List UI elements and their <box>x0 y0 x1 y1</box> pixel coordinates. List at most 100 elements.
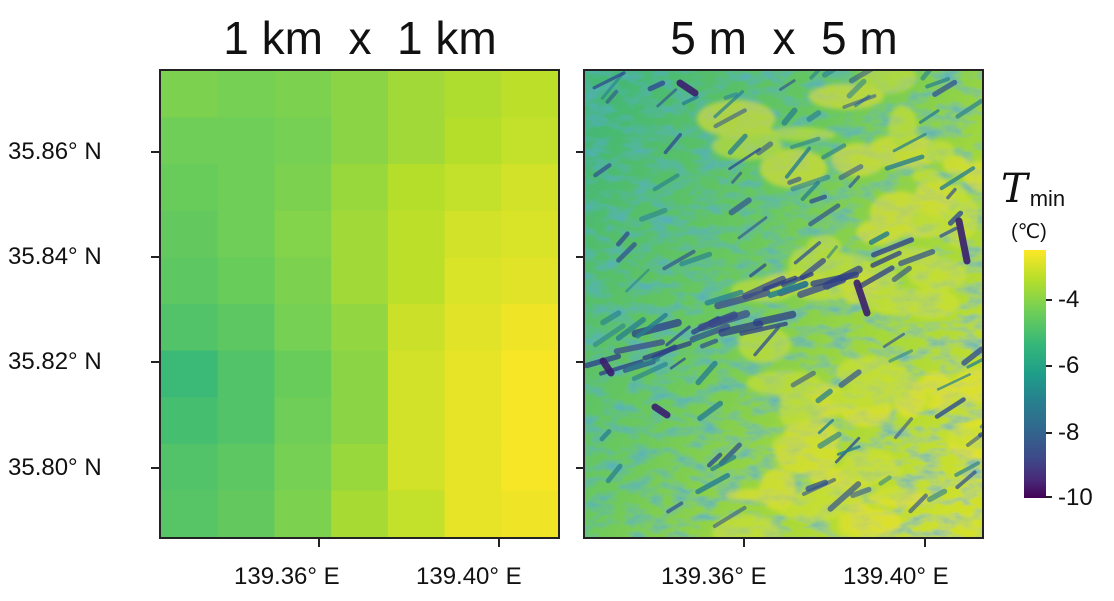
cold-streak <box>793 241 822 265</box>
cold-streak <box>932 79 958 97</box>
colorbar-label-3: -8 <box>1058 419 1080 446</box>
grid-cell <box>501 443 558 491</box>
grid-cell <box>274 397 332 445</box>
cold-streak <box>651 344 678 361</box>
cold-streak <box>593 163 612 178</box>
grid-cell <box>217 117 276 165</box>
grid-cell <box>161 397 219 445</box>
cold-streak <box>790 174 831 192</box>
cold-streak <box>808 203 841 227</box>
cold-streak <box>656 88 678 108</box>
lat-label-2: 35.84° N <box>8 243 102 270</box>
cold-streak <box>848 71 874 84</box>
cold-streak <box>884 154 925 171</box>
cold-streak <box>809 71 821 80</box>
cold-streak <box>827 481 862 512</box>
grid-cell <box>444 350 502 398</box>
cold-streak <box>826 245 838 259</box>
cold-streak <box>908 493 928 514</box>
cold-streak <box>954 461 980 477</box>
warm-patch <box>958 513 981 537</box>
colorbar-subscript: min <box>1029 186 1066 211</box>
cold-streak <box>615 317 646 341</box>
grid-cell <box>217 71 276 119</box>
grid-cell <box>387 304 446 352</box>
cold-streak <box>706 452 723 468</box>
colorbar <box>1024 250 1046 498</box>
lat-tick-coarse-1 <box>151 151 159 153</box>
grid-cell <box>274 117 332 165</box>
map-panel-fine <box>583 69 984 539</box>
grid-cell <box>501 397 558 445</box>
cold-streak <box>665 325 691 347</box>
cold-streak <box>663 132 682 155</box>
grid-cell <box>387 117 446 165</box>
cold-streak <box>821 71 837 78</box>
grid-cell <box>161 117 219 165</box>
cold-streak <box>599 357 615 377</box>
grid-cell <box>387 443 446 491</box>
cold-streak <box>755 141 774 156</box>
cold-streak <box>809 194 828 204</box>
grid-cell <box>501 490 558 537</box>
grid-cell <box>217 304 276 352</box>
cold-streak <box>846 78 867 99</box>
cold-streak <box>647 80 666 92</box>
grid-cell <box>387 257 446 305</box>
grid-cell <box>217 490 276 537</box>
colorbar-label-2: -6 <box>1058 352 1080 379</box>
colorbar-unit: (℃) <box>1011 221 1047 243</box>
cold-streak <box>810 271 859 287</box>
warm-patch <box>863 465 903 478</box>
cold-streak <box>592 323 626 348</box>
cold-streak <box>718 320 764 337</box>
colorbar-tick-3 <box>1046 432 1052 434</box>
cold-streak <box>817 418 835 435</box>
grid-cell <box>444 397 502 445</box>
grid-cell <box>217 164 276 212</box>
grid-cell <box>274 443 332 491</box>
cold-streak <box>838 369 862 388</box>
cold-streak <box>762 275 798 292</box>
lon-label-fine-2: 139.40° E <box>843 563 949 590</box>
map-panel-coarse <box>159 69 560 539</box>
grid-cell <box>274 164 332 212</box>
cold-streak <box>892 132 927 153</box>
warm-patch <box>831 142 886 177</box>
grid-cell <box>161 443 219 491</box>
cold-streak <box>966 357 982 369</box>
cold-streak <box>815 388 833 404</box>
cold-streak <box>891 265 912 283</box>
lat-label-3: 35.82° N <box>8 348 102 375</box>
cold-streak <box>713 90 745 119</box>
cold-streak <box>691 328 714 343</box>
grid-cell <box>331 443 389 491</box>
grid-cell <box>274 210 332 258</box>
warm-patch <box>724 488 789 502</box>
grid-cell <box>501 350 558 398</box>
cold-streak <box>695 472 731 495</box>
cold-streak <box>926 488 948 503</box>
cold-streak <box>749 263 767 278</box>
cold-streak <box>616 242 637 263</box>
cold-streak <box>925 77 951 89</box>
cold-streak <box>920 71 932 81</box>
cold-streak <box>817 431 842 449</box>
cold-streak <box>767 281 809 299</box>
grid-cell <box>161 210 219 258</box>
lat-tick-fine-1 <box>576 151 583 153</box>
grid-cell <box>444 304 502 352</box>
cold-streak <box>801 477 837 496</box>
grid-cell <box>331 164 389 212</box>
grid-cell <box>444 71 502 119</box>
grid-cell <box>217 350 276 398</box>
grid-cell <box>274 257 332 305</box>
lon-label-coarse-1: 139.36° E <box>234 563 340 590</box>
cold-streak <box>652 173 680 192</box>
cold-streak <box>697 309 751 332</box>
cold-streak <box>728 197 752 216</box>
cold-streak <box>639 207 668 222</box>
grid-cell <box>161 257 219 305</box>
warm-patch <box>696 99 776 138</box>
cold-streak <box>704 289 744 306</box>
